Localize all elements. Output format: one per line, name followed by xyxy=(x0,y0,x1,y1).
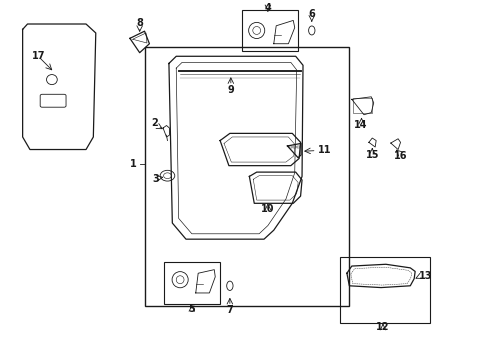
Text: 5: 5 xyxy=(188,304,195,314)
Text: 6: 6 xyxy=(308,9,315,19)
Text: 2: 2 xyxy=(151,118,157,128)
Text: 8: 8 xyxy=(136,18,143,28)
Text: 16: 16 xyxy=(393,150,407,161)
Text: 4: 4 xyxy=(264,3,271,13)
Bar xyxy=(242,10,298,51)
Text: 9: 9 xyxy=(227,85,234,95)
Text: 15: 15 xyxy=(365,150,378,160)
Bar xyxy=(296,146,299,148)
Bar xyxy=(144,47,348,306)
Text: 11: 11 xyxy=(317,144,330,154)
Text: 1: 1 xyxy=(129,159,136,169)
Bar xyxy=(292,146,295,148)
Text: 14: 14 xyxy=(353,120,366,130)
Bar xyxy=(288,146,291,148)
Bar xyxy=(352,98,371,113)
Text: 13: 13 xyxy=(418,271,432,281)
Text: 12: 12 xyxy=(375,322,389,332)
Text: 10: 10 xyxy=(261,204,274,215)
Text: 7: 7 xyxy=(226,305,233,315)
Text: 17: 17 xyxy=(31,51,45,61)
Bar xyxy=(163,262,220,304)
Bar xyxy=(339,257,429,323)
Text: 3: 3 xyxy=(152,174,159,184)
